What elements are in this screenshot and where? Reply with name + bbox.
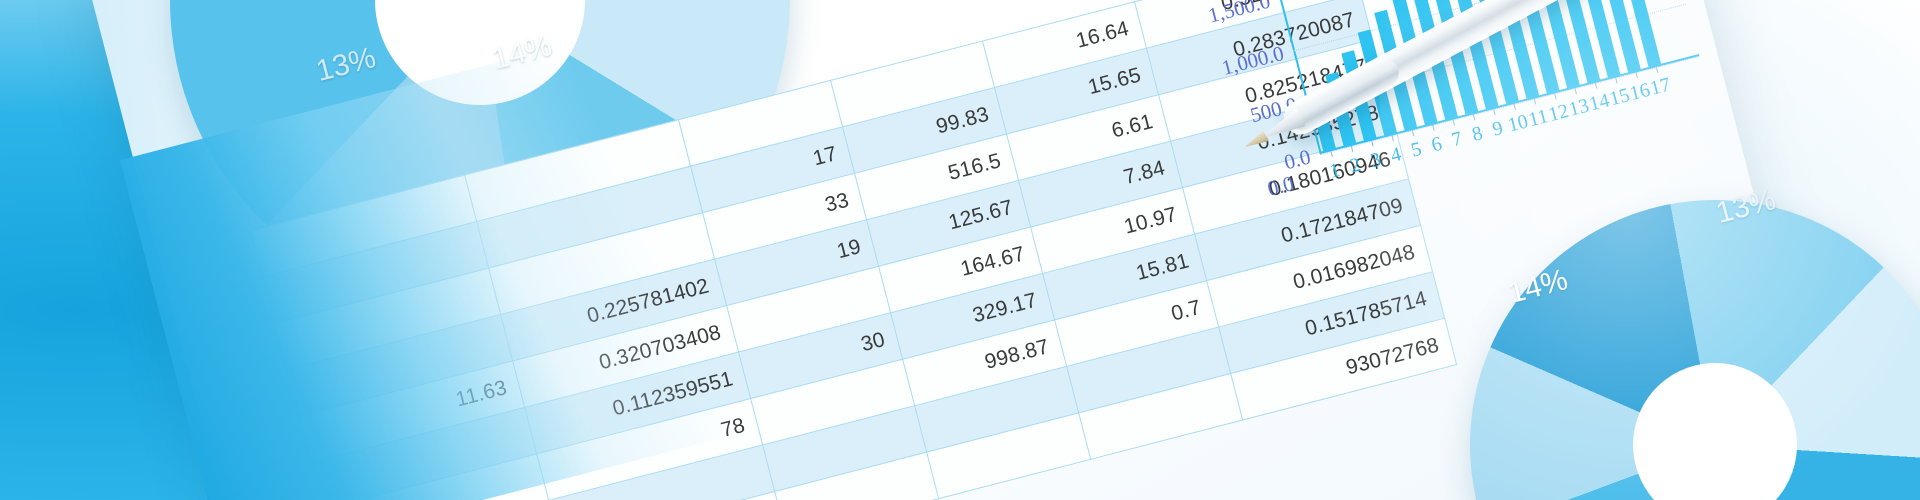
x-tick — [1512, 103, 1516, 110]
pen-tip — [1242, 130, 1269, 152]
x-tick-label: 2 — [1347, 153, 1363, 178]
x-tick — [1655, 67, 1658, 74]
donut-hole — [352, 0, 608, 128]
y-tick-label: 1,000.0 — [1219, 40, 1287, 80]
x-tick — [1350, 145, 1353, 153]
x-tick — [1533, 98, 1536, 105]
x-tick — [1330, 151, 1333, 158]
x-tick — [1431, 124, 1435, 131]
x-tick — [1634, 72, 1638, 79]
x-tick-label: 6 — [1429, 132, 1445, 157]
y-tick-label: 1,500.0 — [1205, 0, 1273, 28]
origin-label: 0.0 — [1264, 171, 1297, 201]
x-tick-label: 9 — [1490, 116, 1506, 141]
donut-hole — [1615, 345, 1815, 500]
x-tick — [1472, 114, 1475, 121]
x-tick — [1492, 109, 1496, 116]
x-tick — [1390, 135, 1394, 142]
x-tick — [1614, 77, 1618, 84]
x-tick-label: 5 — [1408, 137, 1424, 162]
x-tick-label: 4 — [1388, 143, 1404, 167]
x-tick-label: 8 — [1469, 122, 1485, 146]
x-tick — [1594, 82, 1597, 89]
x-tick-label: 17 — [1647, 73, 1673, 100]
x-tick — [1370, 140, 1374, 147]
x-tick-label: 1 — [1327, 158, 1343, 183]
x-tick — [1451, 119, 1455, 126]
y-tick-label: 0.0 — [1281, 144, 1314, 175]
x-tick — [1411, 130, 1414, 137]
x-tick-label: 3 — [1368, 148, 1384, 173]
x-tick — [1553, 93, 1557, 100]
x-tick — [1573, 88, 1577, 95]
x-tick-label: 7 — [1449, 127, 1465, 152]
